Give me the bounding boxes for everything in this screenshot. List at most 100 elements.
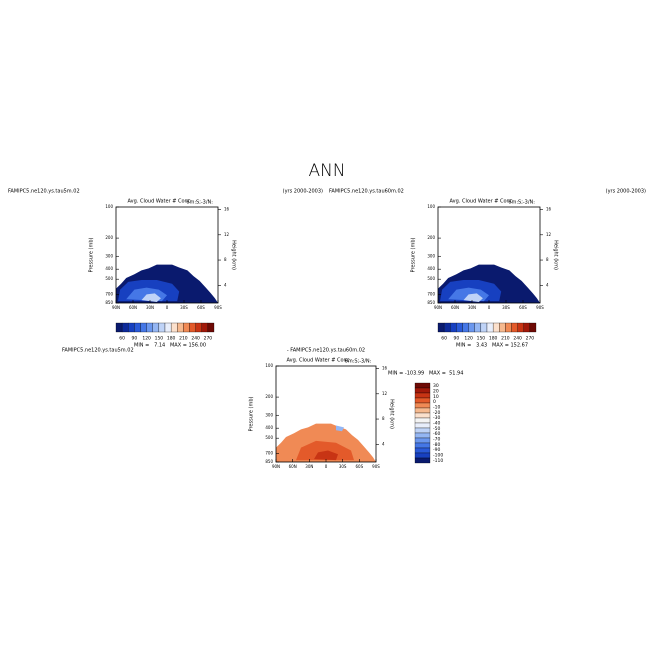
y-tick-label: 300 [427, 253, 435, 258]
stats: MIN = 3.43 MAX = 152.67 [456, 343, 528, 349]
colorbar-box [134, 322, 141, 333]
y-tick-label: 500 [105, 276, 113, 281]
x-tick-label: 0 [325, 464, 328, 469]
x-tick-label: 90S [372, 464, 380, 469]
colorbar-box [414, 422, 431, 429]
panel: FAMIPC5.ne120.ys.tau5m.02 - FAMIPC5.ne120… [62, 348, 463, 470]
x-tick-label: 60S [197, 305, 205, 310]
x-tick-label: 0 [488, 305, 491, 310]
colorbar-box [414, 417, 431, 424]
colorbar-box [414, 402, 431, 409]
panel: FAMIPC5.ne120.ys.tau5m.02 (yrs 2000-2003)… [8, 189, 323, 349]
colorbar-box [158, 322, 166, 333]
y-tick-label: 400 [427, 266, 435, 271]
y2-axis-label: Height (km) [553, 240, 559, 270]
y-tick-label: 100 [427, 204, 435, 209]
colorbar-label: 30 [433, 383, 439, 389]
colorbar-box [128, 322, 135, 333]
colorbar-box [414, 407, 431, 414]
y2-tick-label: 12 [546, 232, 552, 237]
y-tick-label: 850 [427, 300, 435, 305]
colorbar-box [511, 322, 518, 333]
x-tick-label: 30N [305, 464, 313, 469]
y-tick-label: 300 [265, 412, 273, 417]
right-string: (yrs 2000-2003) [283, 189, 323, 195]
colorbar-box [474, 322, 482, 333]
right-string: (yrs 2000-2003) [606, 189, 646, 195]
y2-tick-label: 8 [224, 257, 227, 262]
y-tick-label: 400 [105, 266, 113, 271]
x-tick-label: 90N [272, 464, 280, 469]
colorbar-box [456, 322, 463, 333]
colorbar-box [164, 322, 172, 333]
colorbar-label: 180 [167, 336, 176, 342]
y-tick-label: 200 [105, 235, 113, 240]
center-string: Avg. Cloud Water # Conc [450, 199, 513, 205]
stats: MIN = 7.14 MAX = 156.00 [134, 343, 206, 349]
colorbar-label: 270 [526, 336, 535, 342]
y-tick-label: 100 [265, 363, 273, 368]
colorbar-label: -60 [433, 431, 440, 437]
colorbar-label: 0 [433, 399, 436, 405]
y-tick-label: 700 [265, 450, 273, 455]
y2-axis-label: Height (km) [231, 240, 237, 270]
y2-tick-label: 12 [382, 391, 388, 396]
colorbar-label: -50 [433, 426, 440, 432]
center-string: Avg. Cloud Water # Conc [128, 199, 191, 205]
colorbar-label: -70 [433, 437, 440, 443]
colorbar-label: 60 [441, 336, 447, 342]
contour-fill [141, 293, 161, 302]
x-tick-label: 30S [180, 305, 188, 310]
colorbar-box [140, 322, 147, 333]
y2-tick-label: 12 [224, 232, 230, 237]
colorbar-box [195, 322, 202, 333]
colorbar-label: 240 [513, 336, 522, 342]
left-string: FAMIPC5.ne120.ys.tau5m.02 [8, 189, 80, 195]
colorbar-box [414, 447, 431, 454]
y-tick-label: 850 [105, 300, 113, 305]
x-tick-label: 30S [502, 305, 510, 310]
colorbar-box [414, 442, 431, 449]
colorbar-box [450, 322, 457, 333]
y2-tick-label: 4 [382, 441, 385, 446]
colorbar-box [189, 322, 196, 333]
y2-tick-label: 8 [546, 257, 549, 262]
colorbar-label: 150 [477, 336, 486, 342]
colorbar-label: -30 [433, 415, 440, 421]
colorbar-box [152, 322, 160, 333]
colorbar-box [201, 322, 209, 333]
colorbar-box [523, 322, 531, 333]
colorbar-box [414, 437, 431, 444]
y-tick-label: 850 [265, 459, 273, 464]
stats: MIN = -103.99 MAX = 51.94 [388, 371, 463, 377]
colorbar-box [414, 452, 431, 459]
colorbar-box [414, 432, 431, 439]
colorbar-box [462, 322, 469, 333]
colorbar-box [414, 392, 431, 399]
colorbar-box [414, 387, 431, 394]
colorbar-box [443, 322, 451, 333]
colorbar-box [414, 397, 431, 404]
y-axis-label: Pressure (mb) [411, 238, 417, 273]
colorbar-box [517, 322, 524, 333]
colorbar-label: -80 [433, 442, 440, 448]
x-tick-label: 90N [112, 305, 120, 310]
colorbar-label: 20 [433, 389, 439, 395]
y2-axis-label: Height (km) [389, 399, 395, 429]
y-tick-label: 300 [105, 253, 113, 258]
colorbar-label: -10 [433, 405, 440, 411]
colorbar-label: -100 [433, 453, 443, 459]
colorbar-box [480, 322, 488, 333]
colorbar-box [437, 322, 445, 333]
colorbar-label: 60 [119, 336, 125, 342]
colorbar-label: -110 [433, 458, 443, 464]
contour-fill [314, 450, 338, 461]
center-units: 6m:S;-3/N: [508, 200, 535, 206]
colorbar-box [529, 322, 537, 333]
colorbar-box [492, 322, 500, 333]
contour-fill [296, 440, 354, 461]
colorbar-label: 240 [191, 336, 200, 342]
colorbar-label: 210 [501, 336, 510, 342]
colorbar-box [170, 322, 178, 333]
